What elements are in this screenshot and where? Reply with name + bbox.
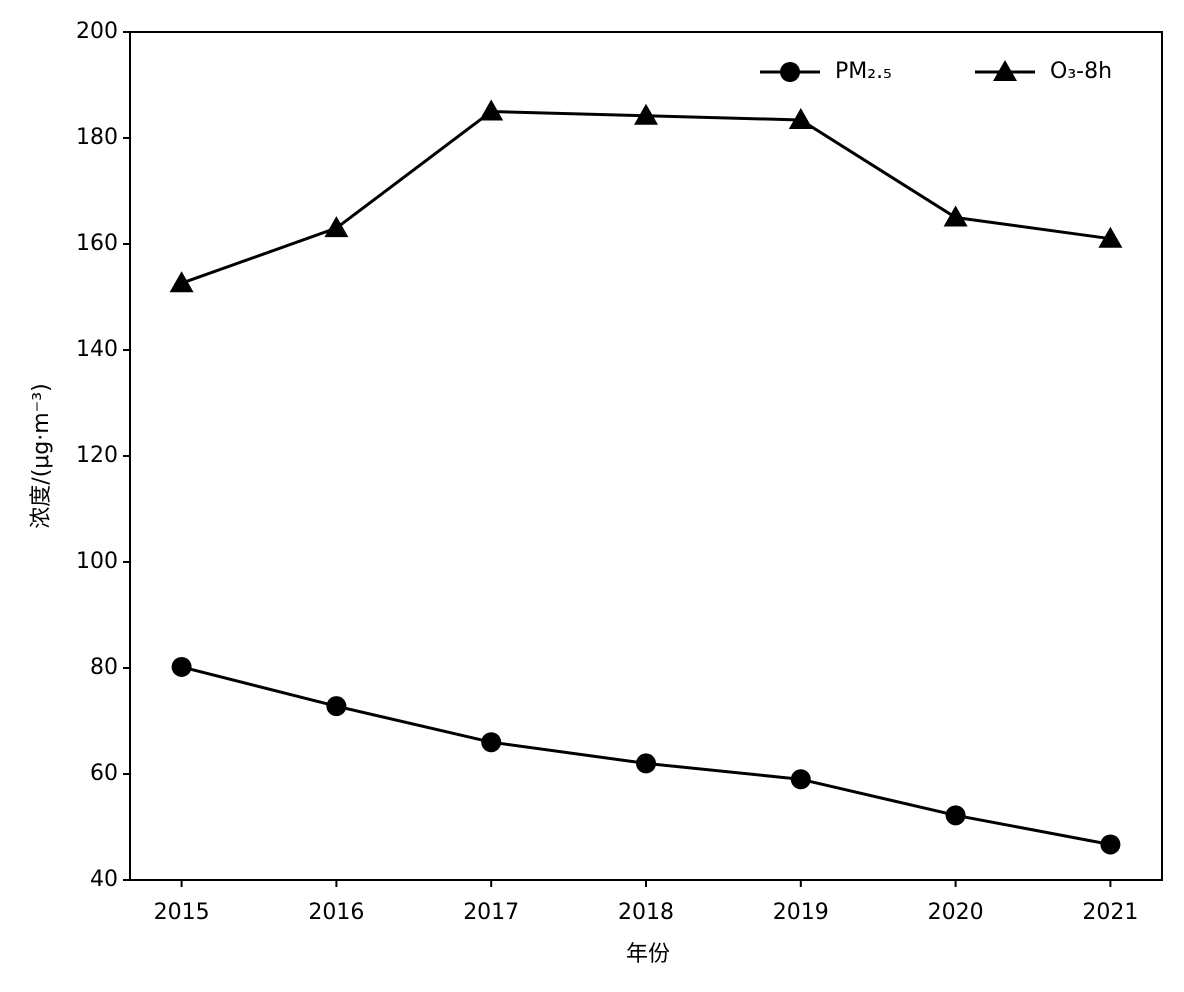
data-point bbox=[634, 103, 658, 125]
y-tick-label: 160 bbox=[76, 231, 118, 256]
legend-marker bbox=[780, 62, 800, 82]
data-point bbox=[943, 205, 968, 227]
y-tick-label: 80 bbox=[90, 655, 118, 680]
data-point bbox=[481, 732, 502, 753]
x-tick-label: 2018 bbox=[618, 900, 674, 925]
x-tick-label: 2015 bbox=[154, 900, 210, 925]
legend-marker bbox=[993, 60, 1017, 81]
y-axis-label: 浓度/(μg·m⁻³) bbox=[29, 383, 54, 528]
data-point bbox=[324, 216, 349, 238]
x-tick-label: 2020 bbox=[928, 900, 984, 925]
series-line bbox=[181, 109, 1111, 285]
data-point bbox=[636, 753, 656, 774]
y-tick-label: 140 bbox=[76, 337, 118, 362]
data-point bbox=[945, 805, 966, 826]
legend-label: O₃-8h bbox=[1050, 59, 1112, 84]
y-tick-label: 40 bbox=[90, 867, 118, 892]
y-tick-label: 60 bbox=[90, 761, 118, 786]
x-tick-label: 2016 bbox=[308, 900, 364, 925]
y-tick-label: 100 bbox=[76, 549, 118, 574]
y-tick-label: 200 bbox=[76, 19, 118, 44]
x-tick-label: 2017 bbox=[463, 900, 519, 925]
data-point bbox=[788, 107, 813, 129]
data-point bbox=[171, 656, 192, 677]
x-axis-label: 年份 bbox=[626, 942, 670, 967]
y-tick-label: 180 bbox=[76, 125, 118, 150]
y-tick-label: 120 bbox=[76, 443, 118, 468]
data-point bbox=[790, 769, 811, 790]
data-point bbox=[326, 696, 347, 717]
plot-frame bbox=[129, 31, 1163, 881]
data-point bbox=[169, 271, 194, 293]
legend-label: PM₂.₅ bbox=[835, 59, 892, 84]
data-point bbox=[1100, 834, 1121, 855]
x-tick-label: 2019 bbox=[773, 900, 829, 925]
data-point bbox=[1098, 226, 1123, 248]
x-tick-label: 2021 bbox=[1082, 900, 1138, 925]
data-point bbox=[479, 99, 504, 121]
